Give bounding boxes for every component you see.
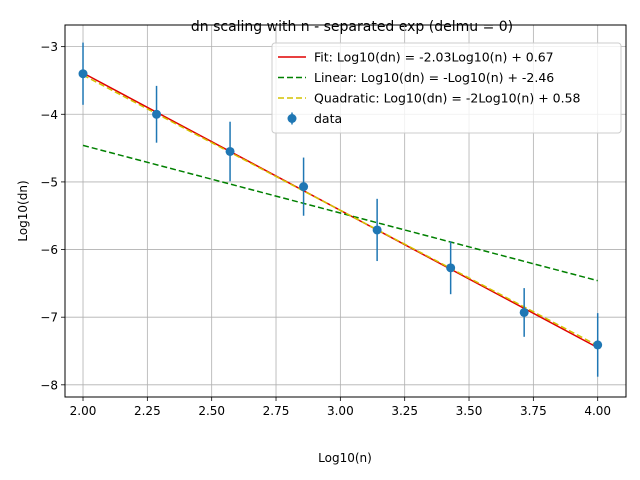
y-axis: −8 −7 −6 −5 −4 −3	[40, 40, 65, 392]
y-axis-label: Log10(dn)	[16, 180, 30, 241]
data-point	[372, 225, 382, 235]
data-point	[225, 146, 235, 156]
plot-frame	[64, 24, 627, 398]
legend-box	[271, 42, 622, 134]
x-tick-label: 3.75	[520, 404, 547, 418]
data-point	[78, 69, 88, 79]
y-tick-label: −3	[40, 40, 58, 54]
y-tick-label: −7	[40, 311, 58, 325]
legend-entry: Linear: Log10(dn) = -Log10(n) + -2.46	[314, 70, 554, 85]
x-axis-label: Log10(n)	[318, 451, 372, 465]
legend-entry: Fit: Log10(dn) = -2.03Log10(n) + 0.67	[314, 50, 554, 65]
data-point	[299, 182, 309, 192]
y-tick-label: −5	[40, 175, 58, 189]
x-axis: 2.00 2.25 2.50 2.75 3.00 3.25 3.50 3.75 4.00	[70, 397, 611, 418]
legend-entry: data	[314, 111, 342, 126]
series-layer	[78, 42, 603, 377]
x-tick-label: 2.25	[134, 404, 161, 418]
x-tick-label: 4.00	[584, 404, 611, 418]
data-point	[519, 307, 529, 317]
y-tick-label: −4	[40, 108, 58, 122]
x-tick-label: 2.00	[70, 404, 97, 418]
legend-entry: Quadratic: Log10(dn) = -2Log10(n) + 0.58	[314, 91, 581, 106]
series-line-1	[82, 144, 598, 282]
x-tick-label: 3.00	[327, 404, 354, 418]
y-tick-label: −8	[40, 378, 58, 392]
data-point	[593, 340, 603, 350]
x-tick-label: 3.25	[391, 404, 418, 418]
chart-title: dn scaling with n - separated exp (delmu…	[191, 19, 513, 35]
data-point	[152, 109, 162, 119]
x-tick-label: 2.50	[198, 404, 225, 418]
legend-swatch-marker	[287, 114, 297, 123]
x-tick-label: 2.75	[263, 404, 290, 418]
series-line-2	[82, 74, 599, 347]
x-tick-label: 3.50	[456, 404, 483, 418]
y-tick-label: −6	[40, 243, 58, 257]
legend: Fit: Log10(dn) = -2.03Log10(n) + 0.67 Lin…	[271, 42, 622, 134]
data-point	[446, 263, 456, 273]
